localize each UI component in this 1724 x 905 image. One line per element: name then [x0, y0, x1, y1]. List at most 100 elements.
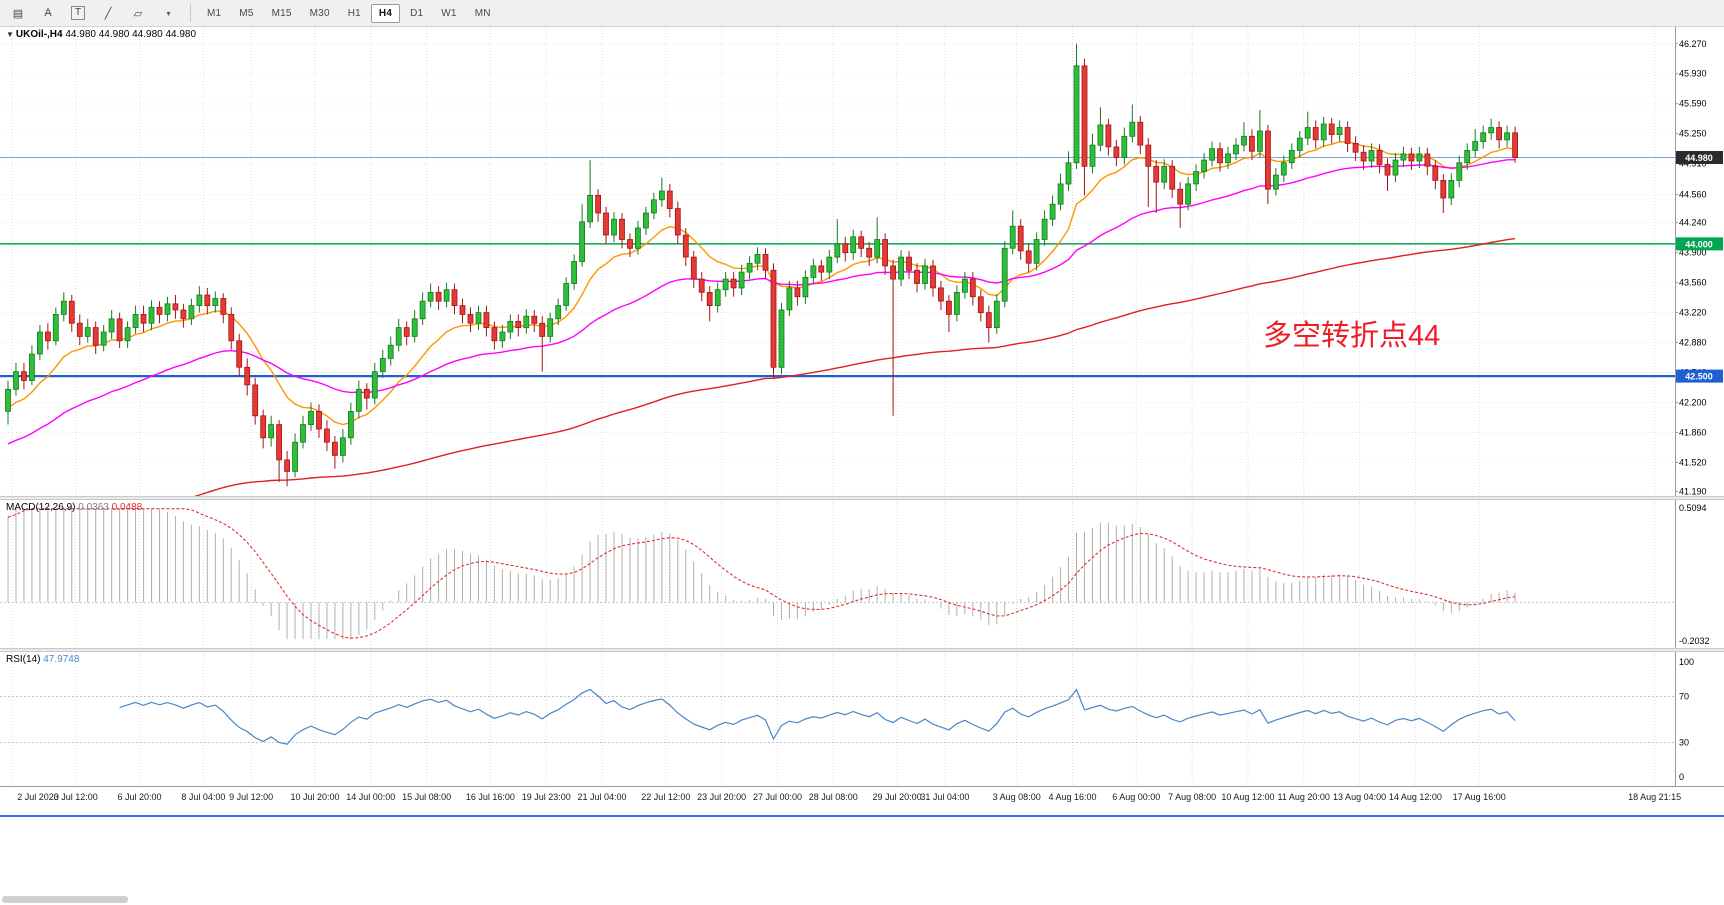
- time-axis-label: 17 Aug 16:00: [1452, 792, 1506, 802]
- toolbar-separator: [190, 4, 191, 22]
- timeframe-button-d1[interactable]: D1: [410, 7, 424, 19]
- time-axis-label: 6 Jul 20:00: [117, 792, 162, 802]
- rsi-axis-label: 30: [1679, 738, 1689, 748]
- time-axis-label: 8 Jul 04:00: [181, 792, 226, 802]
- trendline-icon[interactable]: ╱: [104, 7, 112, 20]
- time-axis-label: 21 Jul 04:00: [577, 792, 627, 802]
- symbol-name: UKOil-,H4: [15, 29, 63, 40]
- main-chart-panel: ▼ UKOil-,H4 44.980 44.980 44.980 44.980 多…: [0, 27, 1724, 496]
- timeframe-button-h4[interactable]: H4: [370, 3, 401, 23]
- price-tag-label: 42.500: [1685, 372, 1713, 382]
- ma-slow-line: [194, 237, 1516, 496]
- time-axis-label: 7 Aug 08:00: [1168, 792, 1217, 802]
- timeframe-button-m30[interactable]: M30: [309, 7, 330, 19]
- time-axis-label: 3 Aug 08:00: [992, 792, 1041, 802]
- price-tag-label: 44.000: [1685, 239, 1713, 249]
- rsi-axis-label: 0: [1679, 772, 1684, 782]
- time-axis-label: 4 Aug 16:00: [1048, 792, 1097, 802]
- price-axis-label: 44.560: [1679, 190, 1707, 200]
- price-tag: [1676, 150, 1723, 164]
- price-axis-label: 41.190: [1679, 487, 1707, 496]
- panel-divider[interactable]: [0, 648, 1724, 652]
- price-axis-label: 45.930: [1679, 69, 1707, 79]
- chart-grid-icon[interactable]: ▤: [12, 7, 24, 20]
- time-axis-label: 15 Jul 08:00: [402, 792, 452, 802]
- rsi-axis-label: 70: [1679, 692, 1689, 702]
- macd-histogram-layer: [7, 508, 1516, 640]
- price-axis-label: 43.900: [1679, 248, 1707, 258]
- time-axis-label: 27 Jul 00:00: [752, 792, 802, 802]
- time-axis-label: 22 Jul 12:00: [641, 792, 691, 802]
- timeframe-button-m1[interactable]: M1: [207, 7, 222, 19]
- price-tag: [1676, 369, 1723, 383]
- top-toolbar: ▤ A T ╱ ▱ ▾ M1 M5 M15 M30 H1 H4 D1 W1 MN: [0, 0, 1724, 27]
- time-axis-label: 18 Aug 21:15: [1628, 792, 1682, 802]
- chinese-annotation-text[interactable]: 多空转折点44: [1263, 320, 1441, 352]
- time-axis-label: 14 Jul 00:00: [346, 792, 396, 802]
- timeframe-buttons-group: M1 M5 M15 M30 H1 H4 D1 W1 MN: [199, 3, 499, 23]
- timeframe-button-m15[interactable]: M15: [271, 7, 292, 19]
- time-axis-label: 2 Jul 2020: [17, 792, 59, 802]
- rsi-label: RSI(14): [6, 654, 41, 665]
- rsi-value: 47.9748: [43, 654, 80, 665]
- tools-dropdown-caret-icon[interactable]: ▾: [166, 8, 171, 18]
- macd-signal-line: [7, 508, 1516, 639]
- price-axis-label: 43.220: [1679, 308, 1707, 318]
- window-bottom-border: [0, 815, 1724, 817]
- price-axis-label: 45.590: [1679, 99, 1707, 109]
- time-axis-label: 9 Jul 12:00: [229, 792, 274, 802]
- main-chart-canvas[interactable]: 46.27045.93045.59045.25044.91044.56044.2…: [0, 27, 1724, 496]
- bottom-strip: [0, 815, 1724, 905]
- price-axis-label: 46.270: [1679, 39, 1707, 49]
- drawing-tools-group: ▤ A T ╱ ▱ ▾: [4, 2, 182, 24]
- ohlc-quotes: 44.980 44.980 44.980 44.980: [65, 29, 197, 40]
- time-axis-label: 29 Jul 20:00: [872, 792, 922, 802]
- price-axis-label: 44.240: [1679, 218, 1707, 228]
- price-axis-label: 41.520: [1679, 458, 1707, 468]
- shapes-icon[interactable]: ▱: [133, 7, 143, 20]
- time-axis-label: 11 Aug 20:00: [1277, 792, 1330, 802]
- timeframe-button-h1[interactable]: H1: [347, 7, 361, 19]
- timeframe-button-m5[interactable]: M5: [239, 7, 254, 19]
- time-axis-label: 10 Aug 12:00: [1221, 792, 1275, 802]
- time-axis[interactable]: 2 Jul 2020 3 Jul 12:00 6 Jul 20:00 8 Jul 04…: [0, 786, 1724, 809]
- macd-canvas[interactable]: 0.5094 -0.2032: [0, 500, 1724, 648]
- macd-axis-top-label: 0.5094: [1679, 503, 1707, 513]
- rsi-line: [119, 688, 1516, 745]
- horizontal-scrollbar-thumb[interactable]: [2, 896, 128, 903]
- time-axis-label: 16 Jul 16:00: [465, 792, 515, 802]
- price-axis-label: 41.860: [1679, 428, 1707, 438]
- price-axis-label: 42.200: [1679, 398, 1707, 408]
- macd-label: MACD(12,26,9): [6, 502, 76, 513]
- panel-divider[interactable]: [0, 496, 1724, 500]
- rsi-canvas[interactable]: 100 70 30 0: [0, 652, 1724, 786]
- text-tool-button[interactable]: T: [64, 2, 92, 24]
- macd-axis-bottom-label: -0.2032: [1679, 636, 1710, 646]
- price-tag: [1676, 237, 1723, 251]
- time-axis-label: 23 Jul 20:00: [697, 792, 747, 802]
- annotate-a-button[interactable]: A: [44, 7, 52, 19]
- time-axis-label: 3 Jul 12:00: [53, 792, 98, 802]
- time-axis-label: 6 Aug 00:00: [1112, 792, 1161, 802]
- time-axis-label: 10 Jul 20:00: [290, 792, 340, 802]
- moving-averages-layer: [7, 140, 1516, 496]
- price-axis-label: 42.880: [1679, 338, 1707, 348]
- rsi-axis-label: 100: [1679, 657, 1694, 667]
- ma-mid-line: [7, 159, 1516, 445]
- symbol-header: ▼ UKOil-,H4 44.980 44.980 44.980 44.980: [6, 29, 196, 40]
- time-axis-label: 19 Jul 23:00: [521, 792, 571, 802]
- time-axis-label: 31 Jul 04:00: [920, 792, 970, 802]
- rsi-panel: RSI(14) 47.9748 100 70 30 0: [0, 652, 1724, 786]
- timeframe-button-w1[interactable]: W1: [441, 7, 457, 19]
- candles-layer: [5, 43, 1518, 487]
- time-axis-label: 14 Aug 12:00: [1388, 792, 1442, 802]
- collapse-triangle-icon[interactable]: ▼: [6, 30, 14, 39]
- time-axis-label: 28 Jul 08:00: [808, 792, 858, 802]
- ma-fast-line: [7, 140, 1516, 426]
- timeframe-button-mn[interactable]: MN: [474, 7, 491, 19]
- time-axis-label: 13 Aug 04:00: [1333, 792, 1387, 802]
- macd-signal-value: 0.0488: [111, 502, 143, 513]
- price-axis-label: 45.250: [1679, 129, 1707, 139]
- rsi-header: RSI(14) 47.9748: [6, 654, 79, 665]
- price-tag-label: 44.980: [1685, 153, 1713, 163]
